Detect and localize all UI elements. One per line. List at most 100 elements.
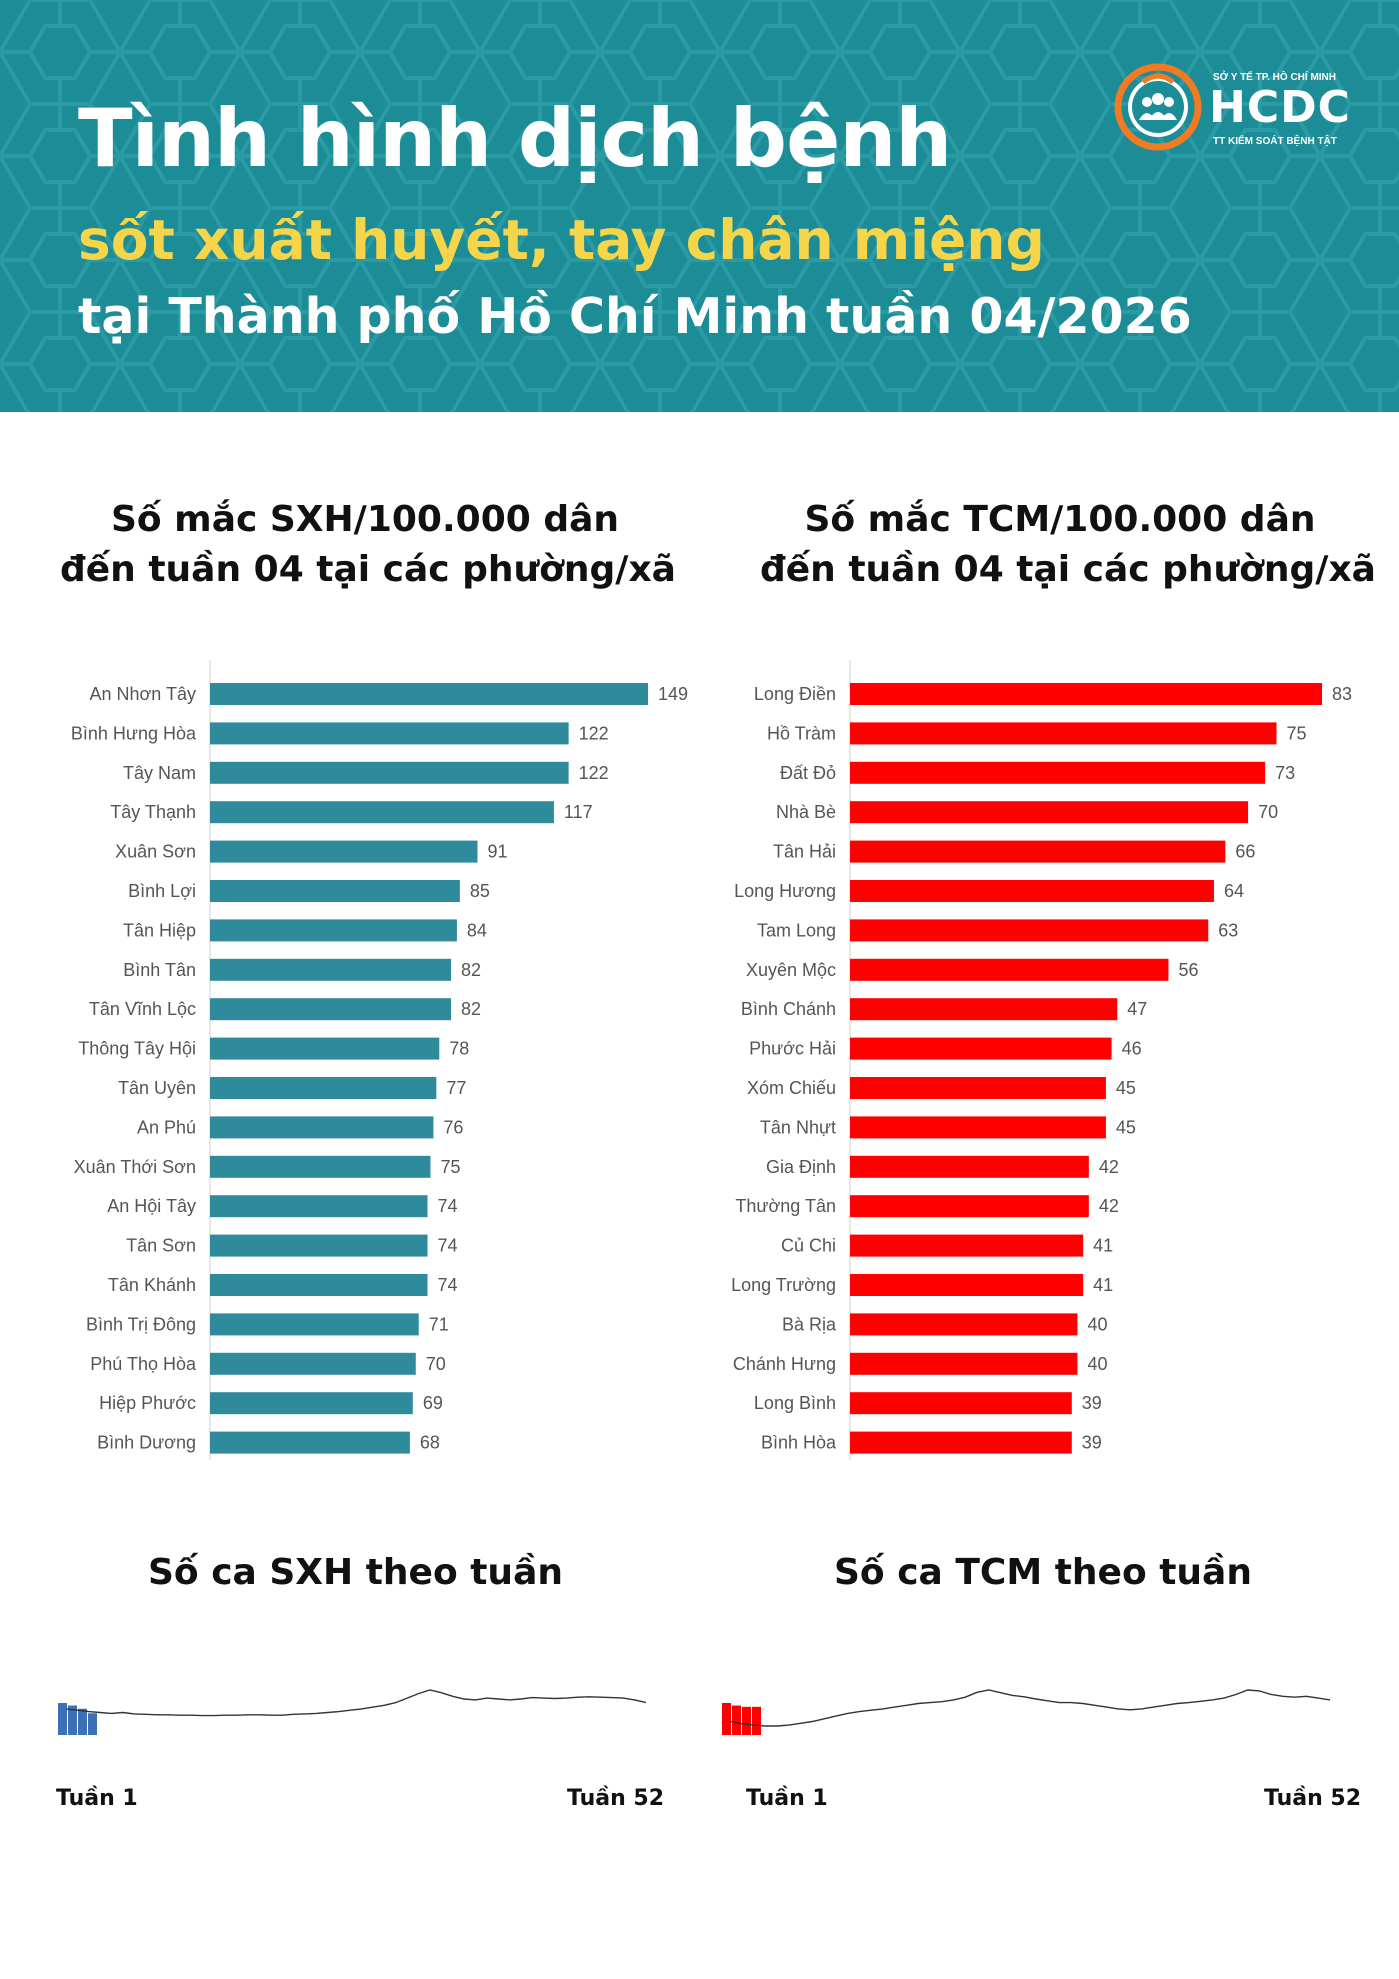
tcm-rate-value-label: 56 — [1178, 960, 1198, 980]
tcm-rate-value-label: 46 — [1122, 1039, 1142, 1059]
sxh-rate-bar-chart: An Nhơn Tây 149 Bình Hưng Hòa 122 Tây Nam 122… — [71, 660, 688, 1460]
sxh-week-start-label: Tuần 1 — [56, 1786, 138, 1811]
sxh-rate-bar — [210, 1155, 431, 1178]
tcm-rate-bar — [850, 958, 1169, 981]
tcm-weekly-current-week-bar — [722, 1703, 731, 1735]
sxh-rate-bar — [210, 801, 554, 824]
tcm-rate-value-label: 45 — [1116, 1078, 1136, 1098]
tcm-week-start-label: Tuần 1 — [746, 1786, 828, 1811]
tcm-rate-category-label: Xuyên Mộc — [746, 960, 836, 980]
tcm-rate-category-label: Long Điền — [754, 684, 836, 704]
sxh-rate-category-label: Bình Tân — [123, 960, 196, 980]
tcm-rate-category-label: Tân Hải — [773, 842, 836, 862]
tcm-rate-bar — [850, 998, 1118, 1021]
tcm-rate-value-label: 66 — [1235, 842, 1255, 862]
tcm-rate-value-label: 42 — [1099, 1157, 1119, 1177]
sxh-rate-value-label: 68 — [420, 1433, 440, 1453]
tcm-rate-bar — [850, 1234, 1084, 1257]
tcm-rate-category-label: Củ Chi — [781, 1236, 836, 1256]
tcm-rate-category-label: Xóm Chiếu — [747, 1078, 836, 1098]
tcm-rate-category-label: Long Hương — [734, 881, 836, 901]
tcm-rate-bar — [850, 1313, 1078, 1336]
sxh-rate-bar — [210, 1392, 413, 1415]
tcm-rate-category-label: Thường Tân — [735, 1196, 836, 1216]
tcm-rate-value-label: 41 — [1093, 1275, 1113, 1295]
sxh-rate-bar — [210, 722, 569, 745]
sxh-rate-bar — [210, 683, 648, 705]
sxh-rate-title-line2: đến tuần 04 tại các phường/xã — [60, 549, 676, 590]
tcm-rate-value-label: 45 — [1116, 1117, 1136, 1137]
sxh-rate-value-label: 69 — [423, 1393, 443, 1413]
tcm-rate-bar — [850, 801, 1249, 824]
sxh-rate-bar — [210, 1431, 410, 1454]
sxh-rate-value-label: 117 — [564, 802, 593, 822]
sxh-rate-category-label: Tây Thạnh — [110, 802, 196, 822]
tcm-rate-value-label: 64 — [1224, 881, 1244, 901]
sxh-weekly-title: Số ca SXH theo tuần — [148, 1552, 563, 1593]
sxh-rate-category-label: Xuân Sơn — [115, 842, 196, 862]
sxh-rate-value-label: 70 — [426, 1354, 446, 1374]
sxh-rate-bar — [210, 1352, 416, 1375]
tcm-rate-value-label: 70 — [1258, 802, 1278, 822]
tcm-rate-title-line2: đến tuần 04 tại các phường/xã — [760, 549, 1376, 590]
tcm-rate-bar-chart: Long Điền 83 Hồ Tràm 75 Đất Đỏ 73 Nhà Bè 70 Tân … — [731, 660, 1352, 1460]
sxh-rate-bar — [210, 1195, 428, 1218]
sxh-rate-bar — [210, 1037, 440, 1060]
tcm-rate-category-label: Nhà Bè — [776, 802, 836, 822]
sxh-rate-bar — [210, 919, 457, 942]
sxh-rate-category-label: Phú Thọ Hòa — [90, 1354, 197, 1374]
sxh-weekly-chart — [58, 1689, 647, 1735]
sxh-weekly-current-week-bar — [88, 1713, 97, 1735]
sxh-rate-category-label: Xuân Thới Sơn — [74, 1157, 196, 1177]
tcm-weekly-current-week-bar — [752, 1706, 761, 1735]
tcm-rate-value-label: 40 — [1087, 1354, 1107, 1374]
sxh-rate-value-label: 78 — [449, 1039, 469, 1059]
tcm-rate-category-label: Bà Rịa — [782, 1314, 837, 1334]
sxh-rate-value-label: 74 — [438, 1275, 458, 1295]
sxh-rate-value-label: 71 — [429, 1314, 449, 1334]
tcm-rate-value-label: 42 — [1099, 1196, 1119, 1216]
tcm-rate-value-label: 63 — [1218, 920, 1238, 940]
sxh-rate-value-label: 77 — [446, 1078, 466, 1098]
sxh-rate-category-label: Bình Hưng Hòa — [71, 723, 197, 743]
tcm-rate-bar — [850, 1077, 1106, 1099]
sxh-rate-chart-title: Số mắc SXH/100.000 dân đến tuần 04 tại c… — [60, 495, 676, 595]
tcm-rate-title-line1: Số mắc TCM/100.000 dân — [804, 499, 1316, 540]
tcm-rate-value-label: 47 — [1127, 999, 1147, 1019]
tcm-rate-value-label: 39 — [1082, 1433, 1102, 1453]
tcm-rate-bar — [850, 1116, 1106, 1139]
tcm-rate-bar — [850, 919, 1209, 942]
tcm-rate-value-label: 40 — [1087, 1314, 1107, 1334]
sxh-rate-value-label: 122 — [579, 723, 609, 743]
sxh-rate-bar — [210, 1274, 428, 1296]
tcm-weekly-current-week-bar — [742, 1706, 751, 1735]
sxh-rate-bar — [210, 1077, 437, 1099]
sxh-weekly-current-week-bar — [58, 1703, 67, 1735]
tcm-week-end-label: Tuần 52 — [1264, 1786, 1362, 1811]
sxh-rate-category-label: Hiệp Phước — [99, 1393, 196, 1413]
tcm-rate-category-label: Long Trường — [731, 1275, 836, 1295]
logo-top-text: SỞ Y TẾ TP. HỒ CHÍ MINH — [1213, 72, 1336, 83]
sxh-week-end-label: Tuần 52 — [567, 1786, 665, 1811]
tcm-rate-bar — [850, 1037, 1112, 1060]
tcm-rate-value-label: 83 — [1332, 684, 1352, 704]
sxh-rate-value-label: 91 — [488, 842, 508, 862]
sxh-rate-title-line1: Số mắc SXH/100.000 dân — [110, 499, 620, 540]
sxh-rate-category-label: Tân Hiệp — [123, 920, 196, 940]
tcm-rate-bar — [850, 1274, 1084, 1296]
hcdc-emblem-icon — [1114, 63, 1202, 151]
logo-bottom-text: TT KIỂM SOÁT BỆNH TẬT — [1213, 136, 1337, 147]
tcm-rate-bar — [850, 1195, 1089, 1218]
logo-main-text: HCDC — [1209, 82, 1351, 133]
sxh-rate-category-label: Tây Nam — [123, 763, 196, 783]
tcm-rate-bar — [850, 1392, 1072, 1415]
tcm-rate-category-label: Bình Chánh — [741, 999, 836, 1019]
tcm-rate-chart-title: Số mắc TCM/100.000 dân đến tuần 04 tại c… — [760, 495, 1376, 595]
sxh-rate-bar — [210, 998, 452, 1021]
tcm-weekly-current-week-bar — [732, 1705, 741, 1735]
sxh-rate-category-label: An Phú — [137, 1117, 196, 1137]
sxh-rate-bar — [210, 880, 460, 902]
tcm-rate-value-label: 73 — [1275, 763, 1295, 783]
sxh-rate-value-label: 122 — [579, 763, 609, 783]
sxh-rate-bar — [210, 1234, 428, 1257]
